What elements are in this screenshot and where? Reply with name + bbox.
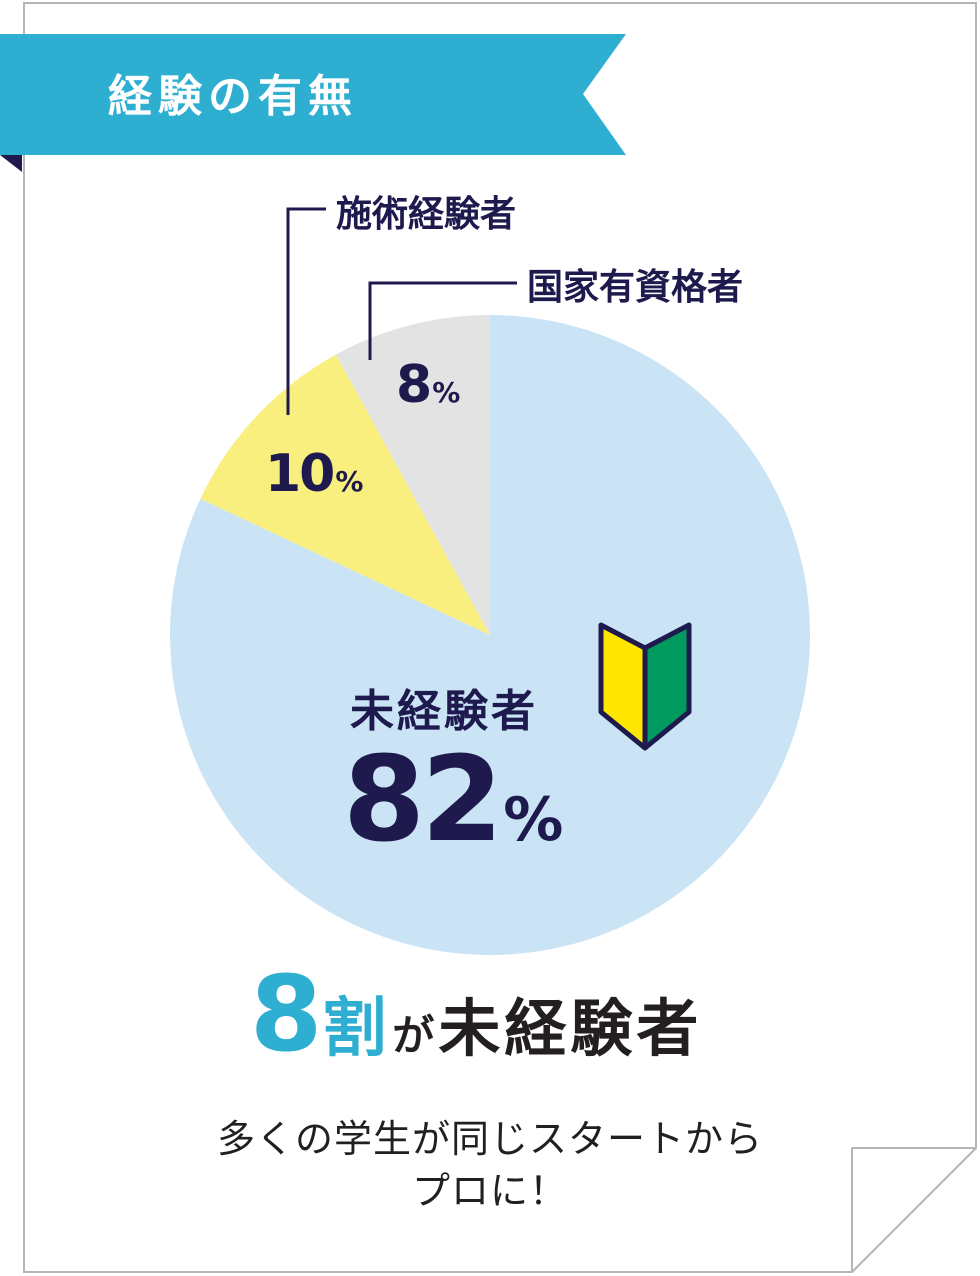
leader-line-licensed — [368, 281, 517, 360]
pie-chart — [170, 315, 811, 955]
headline: 8割 が未経験者 — [250, 962, 702, 1066]
headline-text: 未経験者 — [438, 992, 703, 1065]
leader-line-experienced — [286, 207, 326, 415]
wakaba-beginner-mark-icon — [598, 622, 692, 751]
subtext-line-1: 多くの学生が同じスタートから — [216, 1117, 763, 1161]
slice-value-beginner: 82% — [343, 730, 563, 868]
banner-fold — [0, 155, 22, 172]
headline-number: 8 — [250, 953, 323, 1075]
slice-label-licensed: 国家有資格者 — [527, 267, 744, 308]
slice-value-experienced-unit: % — [335, 465, 364, 498]
slice-label-beginner: 未経験者 — [350, 686, 538, 737]
headline-unit: 割 — [322, 992, 387, 1066]
slice-label-experienced: 施術経験者 — [336, 194, 517, 235]
pie-slice-licensed — [335, 315, 490, 635]
subtext-line-2: プロに！ — [411, 1169, 568, 1213]
slice-value-beginner-number: 82 — [343, 730, 503, 868]
title-banner — [0, 34, 626, 155]
paper-curl — [851, 1147, 977, 1273]
pie-slice-beginner — [170, 315, 811, 955]
slice-value-experienced: 10% — [265, 444, 363, 504]
slice-value-licensed: 8% — [396, 355, 460, 415]
slice-value-licensed-number: 8 — [396, 355, 432, 415]
section-title: 経験の有無 — [108, 71, 358, 122]
headline-particle: が — [392, 1011, 435, 1060]
slice-value-experienced-number: 10 — [265, 444, 335, 504]
slice-value-licensed-unit: % — [432, 376, 461, 409]
slice-value-beginner-unit: % — [503, 785, 564, 855]
pie-slice-experienced — [200, 354, 490, 635]
